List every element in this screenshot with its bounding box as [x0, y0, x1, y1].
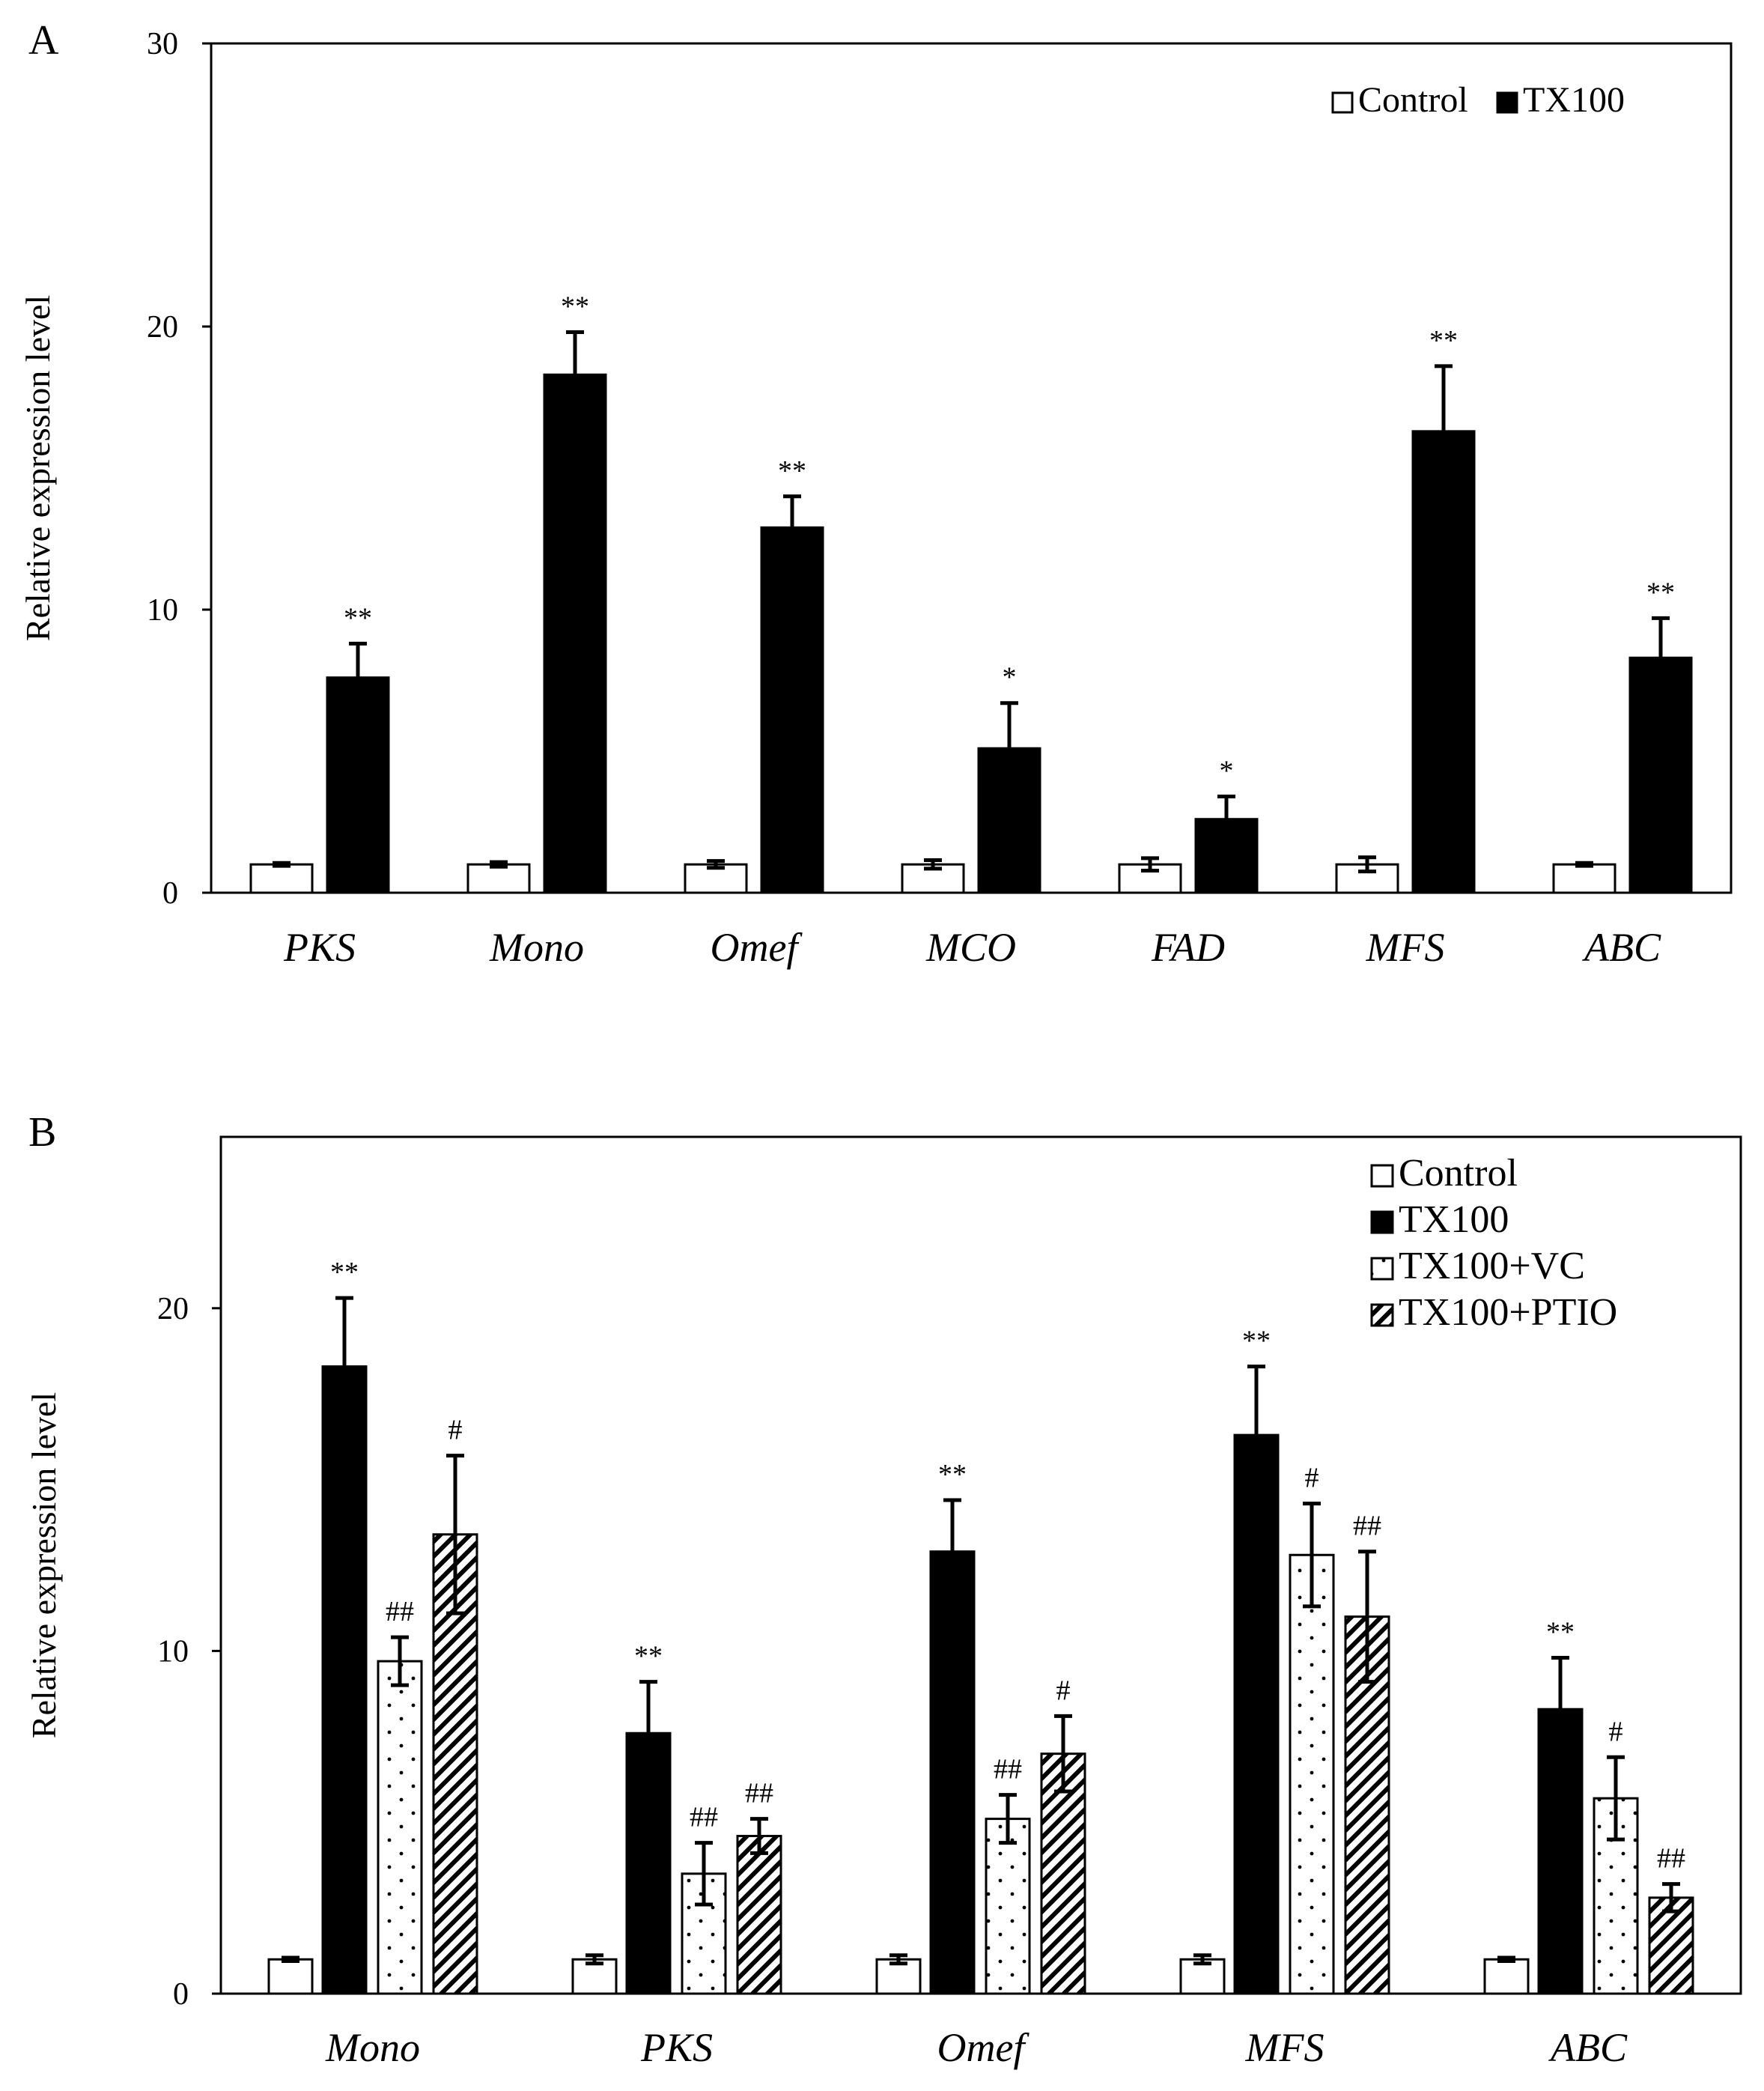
bar: [901, 863, 965, 894]
y-tick-label: 20: [147, 310, 178, 345]
significance-label: **: [1546, 1617, 1575, 1648]
significance-label: **: [1242, 1326, 1271, 1357]
significance-label: #: [448, 1415, 463, 1446]
y-tick-label: 30: [147, 27, 178, 61]
significance-label: ##: [994, 1754, 1022, 1785]
legend-swatch: [1331, 91, 1354, 114]
legend-swatch: [1496, 91, 1518, 114]
bar: [1648, 1896, 1694, 1995]
category-label: FAD: [1151, 925, 1225, 970]
bar: [1233, 1433, 1280, 1995]
category-label: Mono: [489, 925, 584, 970]
bar: [377, 1660, 423, 1995]
bar: [760, 526, 824, 894]
y-tick-label: 0: [162, 876, 178, 911]
legend-label: Control: [1358, 80, 1468, 120]
category-label: Omef: [711, 925, 803, 970]
significance-label: *: [1003, 662, 1017, 694]
bar: [1411, 430, 1476, 894]
y-tick-label: 10: [157, 1634, 189, 1669]
y-tick-label: 0: [173, 1977, 189, 2012]
bar: [1552, 863, 1617, 894]
significance-label: ##: [745, 1778, 773, 1809]
bar: [543, 373, 607, 894]
significance-label: **: [330, 1257, 359, 1288]
significance-label: **: [634, 1641, 663, 1672]
y-tick-label: 10: [147, 593, 178, 628]
legend-label: TX100+PTIO: [1399, 1291, 1617, 1334]
legend-swatch: [1370, 1303, 1394, 1327]
legend-label: TX100: [1523, 80, 1625, 120]
significance-label: ##: [386, 1596, 414, 1627]
category-label: PKS: [640, 2025, 713, 2070]
legend-swatch: [1370, 1257, 1394, 1281]
y-axis-label: Relative expression level: [19, 295, 57, 641]
legend-swatch: [1370, 1164, 1394, 1188]
panel-label: B: [28, 1109, 56, 1156]
category-label: MFS: [1245, 2025, 1324, 2070]
plot-frame: [219, 1135, 1742, 1995]
bar: [466, 863, 531, 894]
category-label: MCO: [925, 925, 1016, 970]
significance-label: **: [1429, 325, 1458, 356]
significance-label: **: [938, 1459, 967, 1490]
significance-label: **: [344, 602, 372, 634]
significance-label: #: [1056, 1675, 1071, 1706]
legend-label: TX100+VC: [1399, 1245, 1585, 1287]
bar: [1289, 1553, 1335, 1995]
significance-label: ##: [1657, 1843, 1685, 1875]
category-label: PKS: [283, 925, 356, 970]
significance-label: **: [1646, 577, 1675, 608]
legend-label: TX100: [1399, 1198, 1509, 1241]
category-label: ABC: [1548, 2025, 1628, 2070]
category-label: MFS: [1366, 925, 1445, 970]
significance-label: #: [1609, 1716, 1623, 1747]
bar: [1537, 1708, 1584, 1995]
bar: [1483, 1958, 1530, 1995]
category-label: Omef: [937, 2025, 1030, 2070]
significance-label: ##: [690, 1802, 718, 1833]
category-label: ABC: [1582, 925, 1661, 970]
bar: [321, 1365, 368, 1995]
bar: [249, 863, 314, 894]
y-tick-label: 20: [157, 1292, 189, 1326]
significance-label: *: [1220, 755, 1234, 786]
bar: [929, 1550, 976, 1995]
legend-swatch: [1370, 1210, 1394, 1234]
category-label: Mono: [325, 2025, 420, 2070]
bar: [326, 676, 390, 894]
bar: [985, 1818, 1031, 1995]
bar: [267, 1958, 314, 1995]
significance-label: **: [561, 291, 589, 323]
bar: [736, 1835, 782, 1995]
significance-label: ##: [1353, 1511, 1381, 1542]
y-axis-label: Relative expression level: [25, 1392, 63, 1738]
plot-frame: [210, 42, 1733, 894]
panel-label: A: [28, 17, 59, 64]
legend-label: Control: [1399, 1152, 1518, 1195]
significance-label: **: [778, 455, 806, 487]
significance-label: #: [1305, 1463, 1319, 1494]
